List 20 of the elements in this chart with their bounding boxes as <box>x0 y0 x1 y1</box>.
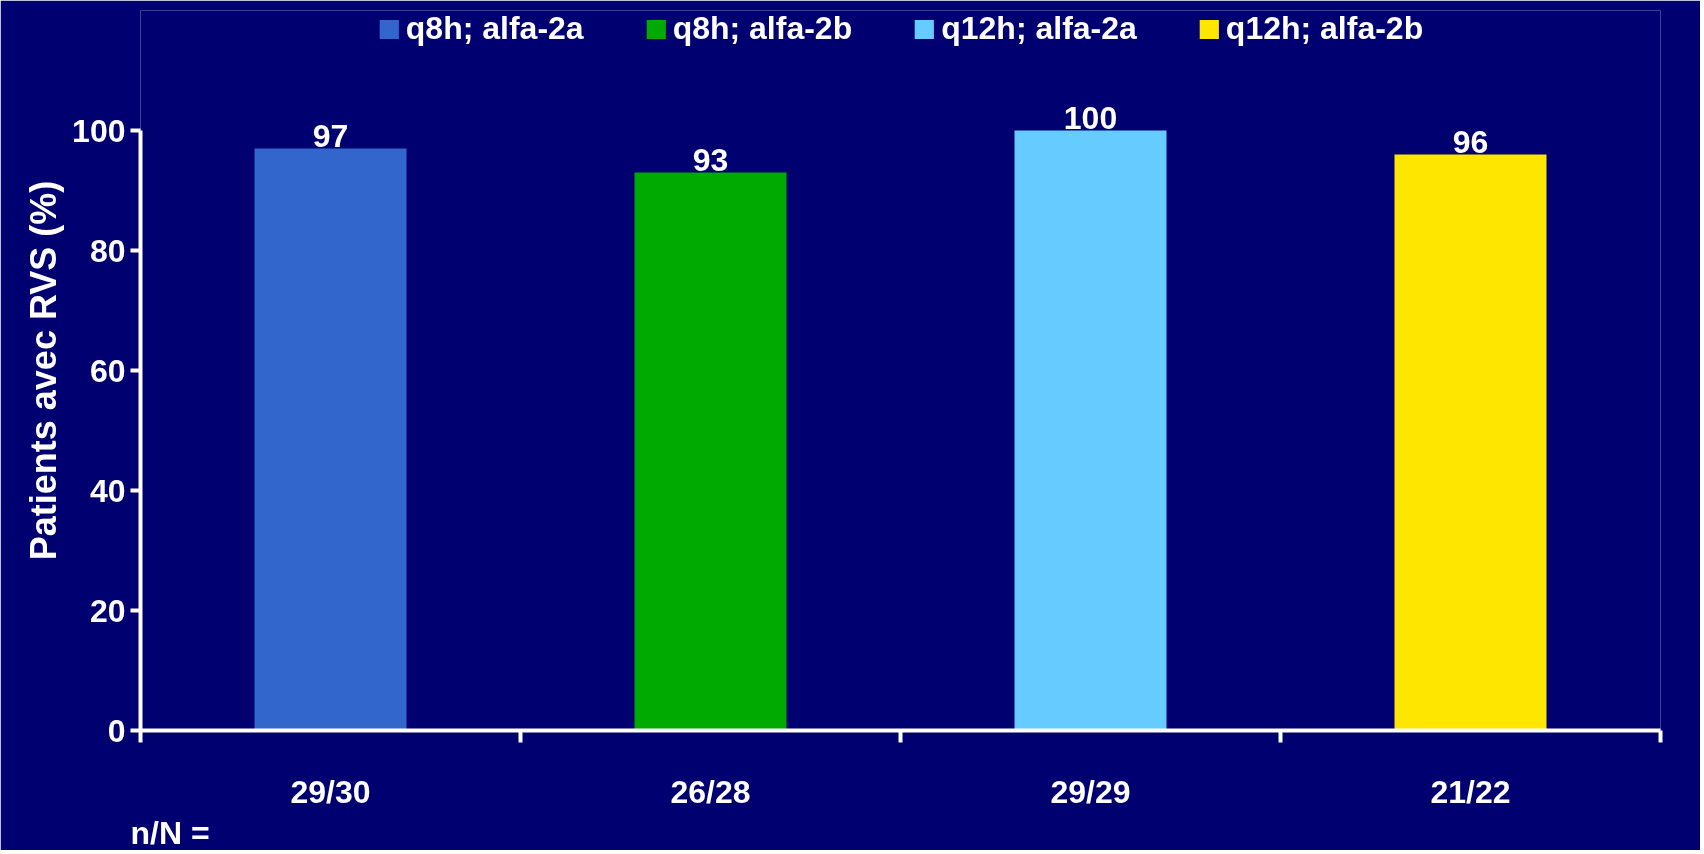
y-tick-label: 40 <box>89 472 126 509</box>
y-tick-label: 0 <box>107 712 126 749</box>
y-axis-title: Patients avec RVS (%) <box>23 180 65 561</box>
x-tick-label: 26/28 <box>670 773 751 810</box>
x-tick-label: 29/30 <box>290 773 371 810</box>
legend-label: q12h; alfa-2b <box>1225 10 1424 47</box>
y-tick-label: 100 <box>72 112 126 149</box>
legend-label: q12h; alfa-2a <box>941 10 1137 47</box>
text: n/N = <box>130 814 210 851</box>
legend-label: q8h; alfa-2a <box>405 10 584 47</box>
legend-label: q8h; alfa-2b <box>672 10 853 47</box>
y-tick-label: 20 <box>89 592 126 629</box>
y-tick-label: 60 <box>89 352 126 389</box>
y-tick-label: 80 <box>89 232 126 269</box>
data-label: 100 <box>1063 99 1118 136</box>
x-tick-label: 21/22 <box>1430 773 1511 810</box>
data-label: 97 <box>312 117 349 154</box>
data-label: 96 <box>1452 123 1489 160</box>
x-tick-label: 29/29 <box>1050 773 1131 810</box>
data-label: 93 <box>692 141 729 178</box>
